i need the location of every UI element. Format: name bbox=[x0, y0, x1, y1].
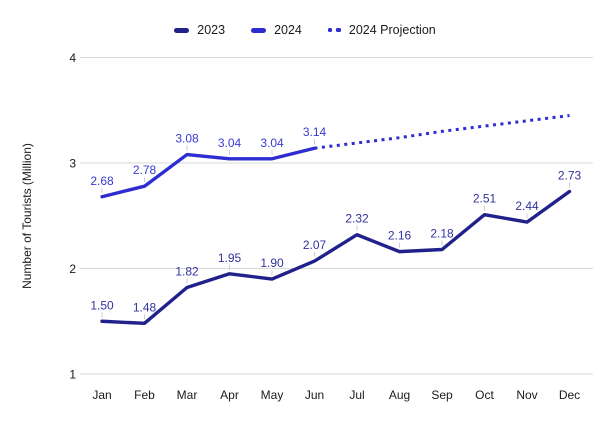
value-label-2023-nov: 2.44 bbox=[515, 199, 539, 213]
legend-swatch-2024-projection-dotted bbox=[327, 27, 341, 33]
value-label-2023-dec: 2.73 bbox=[558, 168, 582, 182]
legend-item-2023: 2023 bbox=[174, 22, 225, 38]
y-axis-title: Number of Tourists (Million) bbox=[20, 143, 34, 289]
y-tick-label-4: 4 bbox=[69, 51, 76, 65]
value-label-2024-apr: 3.04 bbox=[218, 136, 242, 150]
value-label-2023-jun: 2.07 bbox=[303, 238, 327, 252]
x-tick-label-dec: Dec bbox=[559, 388, 580, 402]
y-tick-label-2: 2 bbox=[69, 262, 76, 276]
value-label-2024-may: 3.04 bbox=[260, 136, 284, 150]
x-tick-label-aug: Aug bbox=[389, 388, 410, 402]
x-tick-label-oct: Oct bbox=[475, 388, 494, 402]
x-tick-label-jul: Jul bbox=[349, 388, 364, 402]
legend-label-2024-projection: 2024 Projection bbox=[348, 23, 436, 37]
value-label-2023-aug: 2.16 bbox=[388, 229, 412, 243]
value-label-2023-feb: 1.48 bbox=[133, 300, 157, 314]
series-line-2024 bbox=[100, 146, 317, 199]
value-label-2023-may: 1.90 bbox=[260, 256, 284, 270]
value-label-2023-mar: 1.82 bbox=[175, 264, 199, 278]
value-label-2023-apr: 1.95 bbox=[218, 251, 242, 265]
legend-item-2024-projection: 2024 Projection bbox=[327, 22, 436, 38]
x-tick-label-jan: Jan bbox=[92, 388, 111, 402]
legend-label-2023: 2023 bbox=[197, 23, 226, 37]
legend-item-2024: 2024 bbox=[251, 22, 302, 38]
y-tick-label-3: 3 bbox=[69, 156, 76, 170]
legend-swatch-2024 bbox=[251, 27, 267, 33]
x-tick-label-jun: Jun bbox=[305, 388, 324, 402]
x-tick-label-nov: Nov bbox=[516, 388, 537, 402]
value-label-2024-mar: 3.08 bbox=[175, 132, 199, 146]
legend-swatch-2023 bbox=[174, 27, 190, 33]
value-label-2024-jun: 3.14 bbox=[303, 125, 327, 139]
value-label-2023-jan: 1.50 bbox=[90, 298, 114, 312]
x-tick-label-apr: Apr bbox=[220, 388, 239, 402]
series-line-2024-projection bbox=[314, 114, 570, 150]
series-line-2023 bbox=[100, 189, 572, 326]
x-tick-label-feb: Feb bbox=[134, 388, 155, 402]
y-tick-label-1: 1 bbox=[69, 367, 76, 381]
value-label-2024-jan: 2.68 bbox=[90, 174, 114, 188]
x-tick-label-mar: Mar bbox=[177, 388, 198, 402]
value-label-2024-feb: 2.78 bbox=[133, 163, 157, 177]
chart-legend: 2023 2024 2024 Projection bbox=[0, 22, 610, 38]
value-label-2023-oct: 2.51 bbox=[473, 192, 497, 206]
legend-label-2024: 2024 bbox=[274, 23, 302, 37]
value-label-2023-jul: 2.32 bbox=[345, 212, 369, 226]
x-tick-label-sep: Sep bbox=[431, 388, 453, 402]
value-label-2023-sep: 2.18 bbox=[430, 227, 454, 241]
x-tick-label-may: May bbox=[261, 388, 284, 402]
